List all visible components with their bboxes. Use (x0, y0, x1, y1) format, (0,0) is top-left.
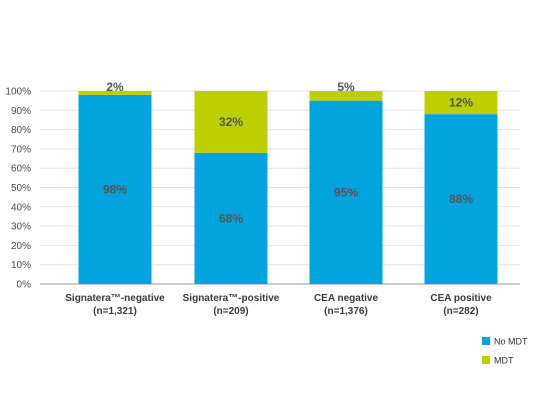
category-label: (n=282) (443, 306, 478, 317)
data-label: 5% (337, 80, 355, 94)
data-label: 88% (449, 192, 473, 206)
y-tick-label: 0% (17, 280, 32, 291)
bar-mdt (78, 91, 152, 95)
y-tick-label: 20% (11, 241, 31, 252)
bar-no-mdt (194, 152, 268, 284)
bar-mdt (424, 91, 498, 115)
data-label: 2% (106, 80, 124, 94)
legend-swatch (482, 356, 490, 364)
category-label: Signatera™-negative (65, 293, 165, 304)
bar-no-mdt (309, 100, 383, 285)
legend-label: MDT (494, 356, 514, 366)
y-axis: 0% 10% 20% 30% 40% 50% 60% 70% 80% 90% 100% (5, 87, 31, 291)
y-tick-label: 40% (11, 202, 31, 213)
y-tick-label: 80% (11, 125, 31, 136)
data-label: 32% (219, 115, 243, 129)
category-label: CEA negative (314, 293, 379, 304)
bar-mdt (194, 91, 268, 153)
y-tick-label: 30% (11, 222, 31, 233)
data-label: 68% (219, 211, 243, 225)
y-tick-label: 10% (11, 260, 31, 271)
category-label: (n=1,321) (93, 306, 137, 317)
legend: No MDT MDT (482, 337, 528, 366)
data-label: 95% (334, 185, 358, 199)
category-label: (n=209) (213, 306, 248, 317)
x-axis: Signatera™-negative (n=1,321) Signatera™-p… (65, 293, 492, 317)
data-label: 98% (103, 182, 127, 196)
y-tick-label: 90% (11, 106, 31, 117)
category-label: (n=1,376) (324, 306, 368, 317)
category-label: Signatera™-positive (183, 293, 280, 304)
y-tick-label: 100% (5, 87, 31, 98)
legend-label: No MDT (494, 337, 528, 347)
data-label: 12% (449, 96, 473, 110)
bar-no-mdt (78, 94, 152, 284)
bars: 98% 2% 68% 32% 95% 5% 88% 12% (78, 80, 498, 285)
y-tick-label: 50% (11, 183, 31, 194)
legend-swatch (482, 337, 490, 345)
y-tick-label: 60% (11, 164, 31, 175)
bar-no-mdt (424, 114, 498, 284)
bar-mdt (309, 91, 383, 101)
y-tick-label: 70% (11, 144, 31, 155)
category-label: CEA positive (430, 293, 492, 304)
